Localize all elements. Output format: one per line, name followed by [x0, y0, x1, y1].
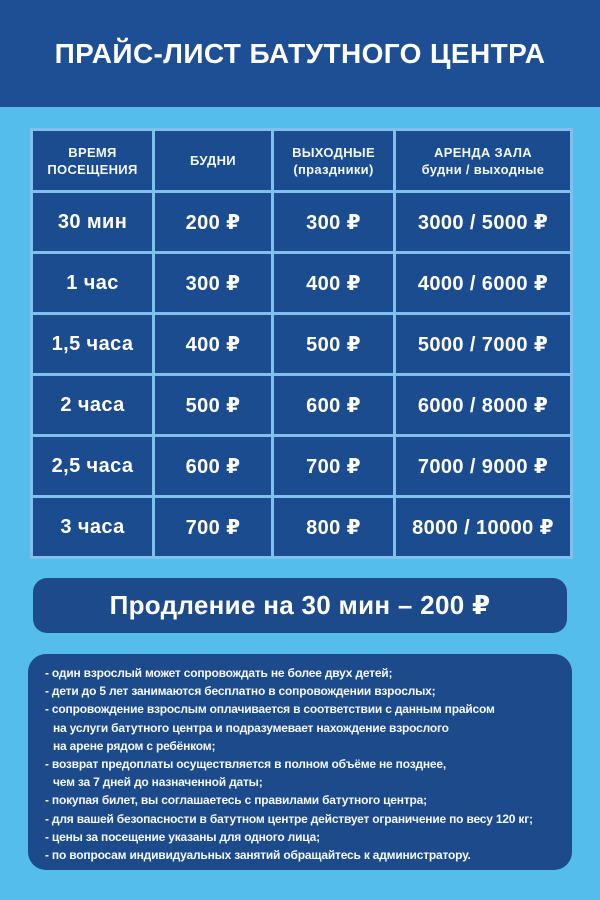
- col-header-line: ВРЕМЯ: [68, 144, 117, 160]
- cell-time: 30 мин: [30, 190, 155, 254]
- col-header-line: ПОСЕЩЕНИЯ: [47, 161, 138, 177]
- cell-weekend-price: 800 ₽: [271, 495, 396, 559]
- col-header-line: ВЫХОДНЫЕ: [292, 144, 375, 160]
- col-header-visit-time: ВРЕМЯ ПОСЕЩЕНИЯ: [30, 128, 155, 193]
- cell-time: 3 часа: [30, 495, 155, 559]
- rule-line-continuation: на арене рядом с ребёнком;: [53, 738, 216, 753]
- table-row: 1,5 часа 400 ₽ 500 ₽ 5000 / 7000 ₽: [30, 312, 573, 376]
- extension-banner: Продление на 30 мин – 200 ₽: [33, 578, 567, 633]
- cell-weekend-price: 300 ₽: [271, 190, 396, 254]
- rule-line: - сопровождение взрослым оплачивается в …: [45, 702, 495, 717]
- cell-weekday-price: 600 ₽: [152, 434, 274, 498]
- table-row: 3 часа 700 ₽ 800 ₽ 8000 / 10000 ₽: [30, 495, 573, 559]
- col-header-line: АРЕНДА ЗАЛА: [434, 144, 532, 160]
- cell-weekday-price: 200 ₽: [152, 190, 274, 254]
- col-header-hall-rent: АРЕНДА ЗАЛА будни / выходные: [393, 128, 573, 193]
- cell-weekday-price: 300 ₽: [152, 251, 274, 315]
- extension-banner-text: Продление на 30 мин – 200 ₽: [109, 590, 491, 620]
- table-row: 2,5 часа 600 ₽ 700 ₽ 7000 / 9000 ₽: [30, 434, 573, 498]
- cell-time: 1 час: [30, 251, 155, 315]
- cell-weekend-price: 600 ₽: [271, 373, 396, 437]
- price-table: ВРЕМЯ ПОСЕЩЕНИЯ БУДНИ ВЫХОДНЫЕ (праздник…: [30, 128, 573, 559]
- col-header-line: БУДНИ: [190, 153, 236, 168]
- rule-line: - для вашей безопасности в батутном цент…: [45, 811, 533, 826]
- cell-rent-price: 7000 / 9000 ₽: [393, 434, 573, 498]
- rule-line: - возврат предоплаты осуществляется в по…: [45, 757, 447, 772]
- col-header-weekdays: БУДНИ: [152, 128, 274, 193]
- cell-rent-price: 3000 / 5000 ₽: [393, 190, 573, 254]
- cell-time: 2 часа: [30, 373, 155, 437]
- cell-rent-price: 5000 / 7000 ₽: [393, 312, 573, 376]
- cell-weekend-price: 500 ₽: [271, 312, 396, 376]
- rule-line: - цены за посещение указаны для одного л…: [45, 829, 320, 844]
- table-row: 1 час 300 ₽ 400 ₽ 4000 / 6000 ₽: [30, 251, 573, 315]
- rule-line: - по вопросам индивидуальных занятий обр…: [45, 848, 471, 863]
- rule-line: - дети до 5 лет занимаются бесплатно в с…: [45, 684, 436, 699]
- cell-weekday-price: 700 ₽: [152, 495, 274, 559]
- poster-header: ПРАЙС-ЛИСТ БАТУТНОГО ЦЕНТРА: [0, 0, 600, 107]
- rule-line: - один взрослый может сопровождать не бо…: [45, 666, 393, 680]
- col-header-line: будни / выходные: [421, 161, 545, 177]
- cell-weekday-price: 500 ₽: [152, 373, 274, 437]
- table-row: 30 мин 200 ₽ 300 ₽ 3000 / 5000 ₽: [30, 190, 573, 254]
- cell-weekend-price: 700 ₽: [271, 434, 396, 498]
- page-title: ПРАЙС-ЛИСТ БАТУТНОГО ЦЕНТРА: [54, 37, 546, 69]
- table-row: 2 часа 500 ₽ 600 ₽ 6000 / 8000 ₽: [30, 373, 573, 437]
- rule-line: - покупая билет, вы соглашаетесь с прави…: [45, 793, 427, 808]
- cell-rent-price: 4000 / 6000 ₽: [393, 251, 573, 315]
- cell-weekday-price: 400 ₽: [152, 312, 274, 376]
- col-header-weekends: ВЫХОДНЫЕ (праздники): [271, 128, 396, 193]
- table-header-row: ВРЕМЯ ПОСЕЩЕНИЯ БУДНИ ВЫХОДНЫЕ (праздник…: [30, 128, 573, 193]
- rule-line-continuation: чем за 7 дней до назначенной даты;: [53, 775, 263, 790]
- cell-weekend-price: 400 ₽: [271, 251, 396, 315]
- rules-panel: - один взрослый может сопровождать не бо…: [28, 654, 572, 870]
- cell-time: 2,5 часа: [30, 434, 155, 498]
- rule-line-continuation: на услуги батутного центра и подразумева…: [53, 720, 449, 735]
- cell-time: 1,5 часа: [30, 312, 155, 376]
- cell-rent-price: 6000 / 8000 ₽: [393, 373, 573, 437]
- col-header-line: (праздники): [293, 161, 374, 177]
- cell-rent-price: 8000 / 10000 ₽: [393, 495, 573, 559]
